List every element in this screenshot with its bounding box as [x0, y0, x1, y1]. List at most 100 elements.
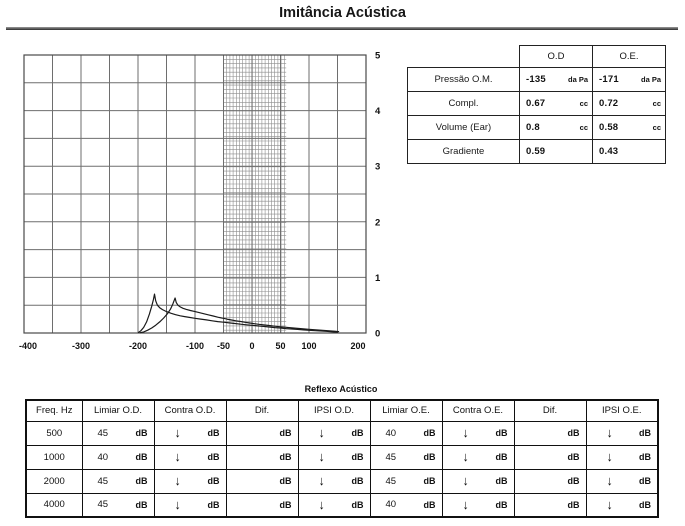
dif-od-cell: dB: [279, 499, 292, 510]
down-arrow-icon: ↓: [462, 497, 469, 512]
x-tick-label: -100: [186, 341, 204, 351]
page-title: Imitância Acústica: [279, 5, 406, 21]
limiar-oe-value: 45: [385, 451, 397, 463]
od-pressure-unit: da Pa: [567, 75, 588, 84]
down-arrow-icon: ↓: [174, 497, 181, 512]
limiar-od-cell: 45 dB: [97, 475, 148, 487]
contra-od-cell: ↓ dB: [174, 497, 220, 512]
imm-row-compliance: Compl. 0.67 cc 0.72 cc: [407, 91, 666, 116]
down-arrow-icon: ↓: [606, 497, 613, 512]
x-tick-label: -200: [129, 341, 147, 351]
down-arrow-icon: ↓: [318, 425, 325, 441]
x-tick-label: 0: [249, 341, 254, 351]
tympanogram-chart: -400 -300 -200 -100 -50 0 50 100 200 0 1 2 3 4 5: [8, 38, 390, 360]
oe-gradient-cell: 0.43: [593, 146, 665, 157]
limiar-od-cell: 40 dB: [97, 451, 148, 463]
x-tick-label: 100: [301, 341, 316, 351]
od-volume-unit: cc: [579, 123, 588, 132]
limiar-od-value: 45: [97, 427, 109, 439]
limiar-od-value: 45: [97, 499, 109, 511]
row-label: Volume (Ear): [407, 115, 520, 140]
reflex-row-1000: 1000 40 dB ↓ dB dB ↓ dB 45 dB ↓ dB dB ↓ dB: [25, 444, 659, 470]
dif-od-cell: dB: [279, 428, 292, 438]
od-gradient-value: 0.59: [526, 146, 546, 157]
ipsi-od-cell: ↓ dB: [318, 473, 364, 489]
x-tick-label: 50: [275, 341, 285, 351]
dif-od-cell: dB: [279, 476, 292, 486]
immittance-blank-cell: [408, 46, 520, 68]
down-arrow-icon: ↓: [174, 425, 181, 441]
limiar-oe-cell: 40 dB: [385, 427, 436, 439]
down-arrow-icon: ↓: [318, 497, 325, 512]
freq-value: 500: [25, 420, 83, 446]
down-arrow-icon: ↓: [462, 449, 469, 465]
ipsi-oe-cell: ↓ dB: [606, 497, 652, 512]
freq-value: 1000: [25, 444, 83, 470]
limiar-oe-value: 40: [385, 499, 397, 511]
od-compliance-unit: cc: [579, 99, 588, 108]
ipsi-oe-cell: ↓ dB: [606, 473, 652, 489]
reflex-table: Freq. Hz Limiar O.D. Contra O.D. Dif. IP…: [25, 399, 659, 518]
y-tick-label: 4: [375, 106, 381, 117]
od-pressure-cell: -135 da Pa: [520, 74, 592, 85]
limiar-oe-cell: 40 dB: [385, 499, 436, 511]
imm-row-gradient: Gradiente 0.59 0.43: [407, 139, 666, 164]
immittance-header-row: O.D O.E.: [408, 45, 666, 68]
ipsi-od-cell: ↓ dB: [318, 449, 364, 465]
title-divider: [6, 27, 678, 30]
header-freq: Freq. Hz: [25, 399, 83, 422]
freq-value: 4000: [25, 492, 83, 518]
oe-volume-unit: cc: [652, 123, 661, 132]
row-label: Compl.: [407, 91, 520, 116]
oe-pressure-unit: da Pa: [640, 75, 661, 84]
x-tick-label: 200: [350, 341, 365, 351]
limiar-od-cell: 45 dB: [97, 499, 148, 511]
down-arrow-icon: ↓: [462, 425, 469, 441]
reflex-row-500: 500 45 dB ↓ dB dB ↓ dB 40 dB ↓ dB dB ↓ dB: [25, 420, 659, 446]
contra-od-cell: ↓ dB: [174, 473, 220, 489]
dif-oe-cell: dB: [567, 476, 580, 486]
imm-row-volume: Volume (Ear) 0.8 cc 0.58 cc: [407, 115, 666, 140]
contra-oe-cell: ↓ dB: [462, 425, 508, 441]
header-ipsi-od: IPSI O.D.: [297, 399, 371, 422]
y-tick-label: 1: [375, 273, 381, 284]
down-arrow-icon: ↓: [606, 473, 613, 489]
row-label: Pressão O.M.: [407, 67, 520, 92]
od-gradient-cell: 0.59: [520, 146, 592, 157]
contra-oe-cell: ↓ dB: [462, 449, 508, 465]
ipsi-od-cell: ↓ dB: [318, 497, 364, 512]
header-contra-od: Contra O.D.: [153, 399, 227, 422]
reflex-row-2000: 2000 45 dB ↓ dB dB ↓ dB 45 dB ↓ dB dB ↓ dB: [25, 468, 659, 494]
oe-pressure-cell: -171 da Pa: [593, 74, 665, 85]
oe-compliance-cell: 0.72 cc: [593, 98, 665, 109]
dif-oe-cell: dB: [567, 499, 580, 510]
y-tick-label: 2: [375, 217, 380, 228]
down-arrow-icon: ↓: [174, 473, 181, 489]
limiar-oe-value: 40: [385, 427, 397, 439]
down-arrow-icon: ↓: [606, 425, 613, 441]
reflex-header-row: Freq. Hz Limiar O.D. Contra O.D. Dif. IP…: [25, 399, 659, 422]
oe-volume-value: 0.58: [599, 122, 619, 133]
od-compliance-value: 0.67: [526, 98, 546, 109]
x-tick-label: -400: [19, 341, 37, 351]
row-label: Gradiente: [407, 139, 520, 164]
limiar-oe-value: 45: [385, 475, 397, 487]
immittance-table: O.D O.E. Pressão O.M. -135 da Pa -171 da P…: [407, 45, 666, 164]
header-limiar-oe: Limiar O.E.: [369, 399, 443, 422]
limiar-oe-cell: 45 dB: [385, 451, 436, 463]
dif-oe-cell: dB: [567, 428, 580, 438]
od-compliance-cell: 0.67 cc: [520, 98, 592, 109]
limiar-od-value: 45: [97, 475, 109, 487]
oe-volume-cell: 0.58 cc: [593, 122, 665, 133]
header-dif-od: Dif.: [225, 399, 299, 422]
header-ipsi-oe: IPSI O.E.: [585, 399, 659, 422]
tympanogram-curve-od: [139, 297, 340, 334]
contra-oe-cell: ↓ dB: [462, 473, 508, 489]
oe-compliance-value: 0.72: [599, 98, 619, 109]
tympanogram-curve-oe: [138, 293, 339, 333]
x-tick-label: -300: [72, 341, 90, 351]
y-tick-label: 5: [375, 51, 381, 62]
down-arrow-icon: ↓: [318, 473, 325, 489]
reflex-row-4000: 4000 45 dB ↓ dB dB ↓ dB 40 dB ↓ dB dB ↓ dB: [25, 492, 659, 518]
